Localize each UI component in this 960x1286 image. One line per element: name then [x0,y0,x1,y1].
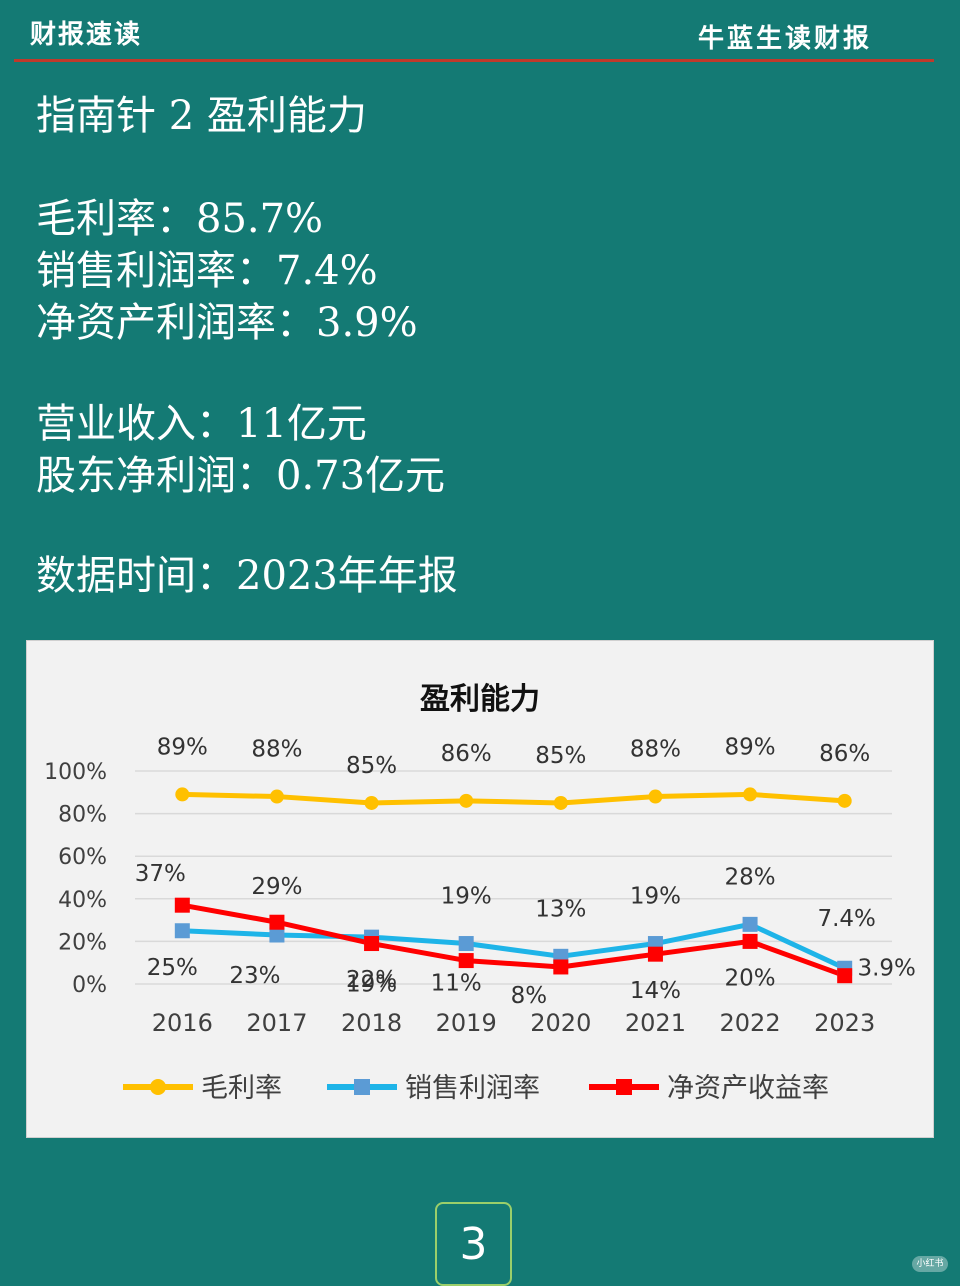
chart-title: 盈利能力 [420,682,540,717]
x-tick-label: 2016 [152,1009,213,1037]
data-point [742,933,758,949]
x-tick-label: 2017 [246,1009,307,1037]
data-label: 88% [630,737,681,763]
header-right-title: 牛蓝生读财报 [697,24,872,54]
data-point [458,953,474,969]
y-tick-label: 0% [72,973,107,998]
data-point [458,936,474,952]
data-label: 19% [346,972,397,998]
series-line [181,902,846,979]
y-tick-label: 40% [58,888,107,913]
x-tick-label: 2021 [625,1009,686,1037]
section-title: 指南针 2 盈利能力 [36,93,367,139]
revenue-line: 营业收入：11亿元 [36,401,367,447]
legend-marker [354,1079,370,1095]
data-label: 20% [725,965,776,991]
data-point [647,946,663,962]
page-number: 3 [435,1202,512,1286]
data-label: 85% [535,743,586,769]
data-point [175,787,190,802]
data-label: 7.4% [817,906,875,932]
y-tick-label: 20% [58,930,107,955]
x-tick-label: 2022 [720,1009,781,1037]
data-point [553,795,568,810]
data-label: 8% [511,983,548,1009]
data-label: 86% [819,741,870,767]
x-tick-label: 2020 [530,1009,591,1037]
series-line [182,791,845,806]
data-label: 37% [135,861,186,887]
x-tick-label: 2018 [341,1009,402,1037]
data-point [364,936,380,952]
data-point [364,795,379,810]
series-line [182,921,846,971]
data-label: 14% [630,978,681,1004]
x-tick-label: 2019 [436,1009,497,1037]
legend-marker [150,1079,166,1095]
y-tick-label: 100% [44,760,107,785]
data-label: 88% [251,737,302,763]
watermark-badge: 小红书 [912,1256,948,1272]
data-label: 28% [725,864,776,890]
data-label: 13% [535,896,586,922]
legend-marker [616,1079,632,1095]
data-point [174,897,190,913]
data-point [269,914,285,930]
data-label: 19% [630,884,681,910]
legend-label: 毛利率 [201,1073,282,1104]
data-label: 3.9% [857,956,915,982]
roe-line: 净资产利润率：3.9% [36,300,418,346]
profitability-chart: 盈利能力 0% 20% 40% 60% 80% 100% 2016 2017 2018 2019… [44,682,916,1104]
data-label: 29% [251,874,302,900]
data-point [743,787,758,802]
data-point [459,793,474,808]
data-label: 25% [147,955,198,981]
legend-label: 销售利润率 [405,1073,540,1104]
data-label: 89% [157,734,208,760]
header-left-title: 财报速读 [30,20,143,50]
data-point [269,927,285,943]
data-label: 23% [229,963,280,989]
y-tick-label: 60% [58,845,107,870]
sales-margin-line: 销售利润率：7.4% [36,248,378,294]
income-lines: 营业收入：11亿元 股东净利润：0.73亿元 [36,398,445,502]
data-point [269,789,284,804]
data-label: 19% [441,884,492,910]
data-label: 89% [725,734,776,760]
ratio-lines: 毛利率：85.7% 销售利润率：7.4% 净资产利润率：3.9% [36,193,418,349]
data-point [553,959,569,975]
profitability-chart-card: 盈利能力 0% 20% 40% 60% 80% 100% 2016 2017 2018 2019… [26,640,934,1138]
data-point [174,923,190,939]
data-point [648,789,663,804]
data-time-line: 数据时间：2023年年报 [36,553,458,599]
net-profit-line: 股东净利润：0.73亿元 [36,453,446,499]
data-label: 11% [431,971,482,997]
data-point [742,916,758,932]
y-tick-label: 80% [58,803,107,828]
data-label: 85% [346,753,397,779]
data-label: 22% [346,967,397,993]
legend-label: 净资产收益率 [667,1073,829,1104]
data-point [837,968,853,984]
data-point [837,793,852,808]
gross-margin-line: 毛利率：85.7% [36,196,324,242]
data-label: 86% [441,741,492,767]
header-divider [14,59,934,62]
x-tick-label: 2023 [814,1009,875,1037]
